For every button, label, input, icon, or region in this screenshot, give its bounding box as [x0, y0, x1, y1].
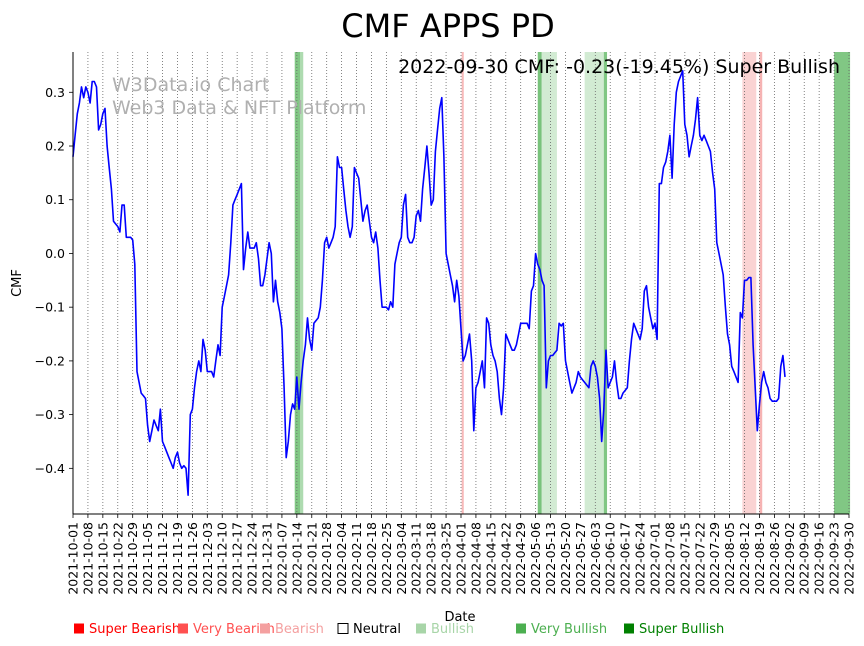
x-tick-label: 2021-11-05 — [140, 522, 155, 595]
x-tick-label: 2022-06-24 — [633, 522, 648, 595]
y-tick-label: −0.1 — [35, 300, 65, 315]
x-tick-label: 2022-07-08 — [662, 522, 677, 595]
band-bearish-8 — [759, 52, 763, 514]
x-tick-label: 2021-10-15 — [95, 522, 110, 595]
x-tick-label: 2022-06-10 — [603, 522, 618, 595]
x-axis-label: Date — [444, 610, 475, 625]
x-tick-label: 2022-03-04 — [394, 522, 409, 595]
y-tick-label: −0.4 — [35, 461, 65, 476]
signal-bands — [294, 52, 851, 514]
x-tick-label: 2022-08-19 — [752, 522, 767, 595]
x-tick-label: 2021-10-08 — [80, 522, 95, 595]
x-tick-label: 2021-10-01 — [66, 522, 81, 595]
x-tick-label: 2022-09-30 — [842, 522, 857, 595]
band-bearish-7 — [742, 52, 757, 514]
legend-label: Bearish — [275, 622, 324, 637]
x-tick-label: 2022-02-25 — [379, 522, 394, 595]
x-tick-label: 2021-10-29 — [125, 522, 140, 595]
y-tick-label: 0.2 — [45, 139, 65, 154]
legend-swatch — [516, 623, 526, 634]
x-tick-label: 2022-08-12 — [737, 522, 752, 595]
y-axis-label: CMF — [10, 269, 25, 297]
x-tick-label: 2021-12-24 — [245, 522, 260, 595]
x-tick-label: 2022-09-23 — [827, 522, 842, 595]
legend-label: Neutral — [353, 622, 401, 637]
legend-label: Bullish — [431, 622, 474, 637]
x-tick-label: 2021-11-19 — [170, 522, 185, 595]
x-tick-label: 2022-02-04 — [334, 522, 349, 595]
band-bullish-5 — [584, 52, 604, 514]
latest-value-annotation: 2022-09-30 CMF: -0.23(-19.45%) Super Bul… — [398, 56, 840, 78]
y-tick-label: 0.1 — [45, 192, 65, 207]
y-tick-label: −0.3 — [35, 407, 65, 422]
x-tick-label: 2022-01-28 — [319, 522, 334, 595]
x-tick-label: 2022-09-16 — [812, 522, 827, 595]
watermark-line-2: Web3 Data & NFT Platform — [112, 97, 366, 119]
band-very-bullish-0 — [294, 52, 301, 514]
signal-legend: Super Bearish Very Bearish Bearish Neutral B… — [74, 622, 724, 637]
legend-swatch — [178, 623, 188, 634]
y-tick-label: 0.0 — [45, 246, 65, 261]
x-tick-label: 2022-07-01 — [648, 522, 663, 595]
x-tick-label: 2022-02-18 — [364, 522, 379, 595]
band-bullish-4 — [541, 52, 557, 514]
x-tick-label: 2022-09-02 — [782, 522, 797, 595]
x-tick-label: 2022-04-01 — [454, 522, 469, 595]
x-tick-label: 2022-01-07 — [274, 522, 289, 595]
legend-label: Super Bullish — [639, 622, 724, 637]
x-tick-label: 2022-07-29 — [707, 522, 722, 595]
band-bearish-2 — [461, 52, 464, 514]
legend-swatch — [337, 623, 349, 634]
band-very-bullish-3 — [537, 52, 542, 514]
cmf-series-line — [72, 70, 786, 496]
x-tick-label: 2021-12-31 — [260, 522, 275, 595]
legend-label: Super Bearish — [89, 622, 180, 637]
legend-label: Very Bearish — [193, 622, 275, 637]
x-tick-label: 2022-03-25 — [439, 522, 454, 595]
x-tick-label: 2021-11-12 — [155, 522, 170, 595]
x-tick-label: 2022-04-29 — [513, 522, 528, 595]
x-tick-label: 2022-04-22 — [498, 522, 513, 595]
watermark-line-1: W3Data.io Chart — [112, 74, 269, 96]
x-tick-label: 2021-11-26 — [185, 522, 200, 595]
legend-swatch — [416, 623, 426, 634]
x-tick-label: 2022-01-21 — [304, 522, 319, 595]
x-tick-label: 2022-04-08 — [468, 522, 483, 595]
legend-swatch — [74, 623, 84, 634]
legend-label: Very Bullish — [531, 622, 607, 637]
x-tick-label: 2022-01-14 — [289, 522, 304, 595]
x-tick-label: 2022-04-15 — [483, 522, 498, 595]
band-bullish-1 — [300, 52, 304, 514]
x-tick-label: 2022-09-09 — [797, 522, 812, 595]
x-tick-label: 2022-05-13 — [543, 522, 558, 595]
x-tick-label: 2021-12-03 — [200, 522, 215, 595]
vertical-gridlines — [72, 52, 850, 514]
x-tick-label: 2022-06-03 — [588, 522, 603, 595]
x-tick-label: 2022-06-17 — [618, 522, 633, 595]
x-tick-label: 2022-08-05 — [722, 522, 737, 595]
x-tick-label: 2022-03-18 — [424, 522, 439, 595]
y-tick-label: −0.2 — [35, 353, 65, 368]
x-tick-label: 2022-02-11 — [349, 522, 364, 595]
x-tick-label: 2022-05-27 — [573, 522, 588, 595]
band-very-bullish-6 — [603, 52, 608, 514]
x-tick-label: 2021-12-10 — [215, 522, 230, 595]
x-tick-label: 2021-12-17 — [230, 522, 245, 595]
legend-swatch — [260, 623, 270, 634]
band-very-bullish-9 — [834, 52, 851, 514]
y-tick-label: 0.3 — [45, 85, 65, 100]
x-tick-label: 2021-10-22 — [110, 522, 125, 595]
x-tick-label: 2022-07-22 — [692, 522, 707, 595]
legend-swatch — [624, 623, 634, 634]
y-axis-ticks: 0.3 0.2 0.1 0.0 −0.1 −0.2 −0.3 −0.4 — [35, 85, 73, 476]
x-axis-ticks: 2021-10-01 2021-10-08 2021-10-15 2021-10-22… — [66, 514, 857, 595]
chart-title: CMF APPS PD — [341, 7, 554, 45]
x-tick-label: 2022-05-06 — [528, 522, 543, 595]
x-tick-label: 2022-05-20 — [558, 522, 573, 595]
x-tick-label: 2022-07-15 — [677, 522, 692, 595]
x-tick-label: 2022-08-26 — [767, 522, 782, 595]
x-tick-label: 2022-03-11 — [409, 522, 424, 595]
